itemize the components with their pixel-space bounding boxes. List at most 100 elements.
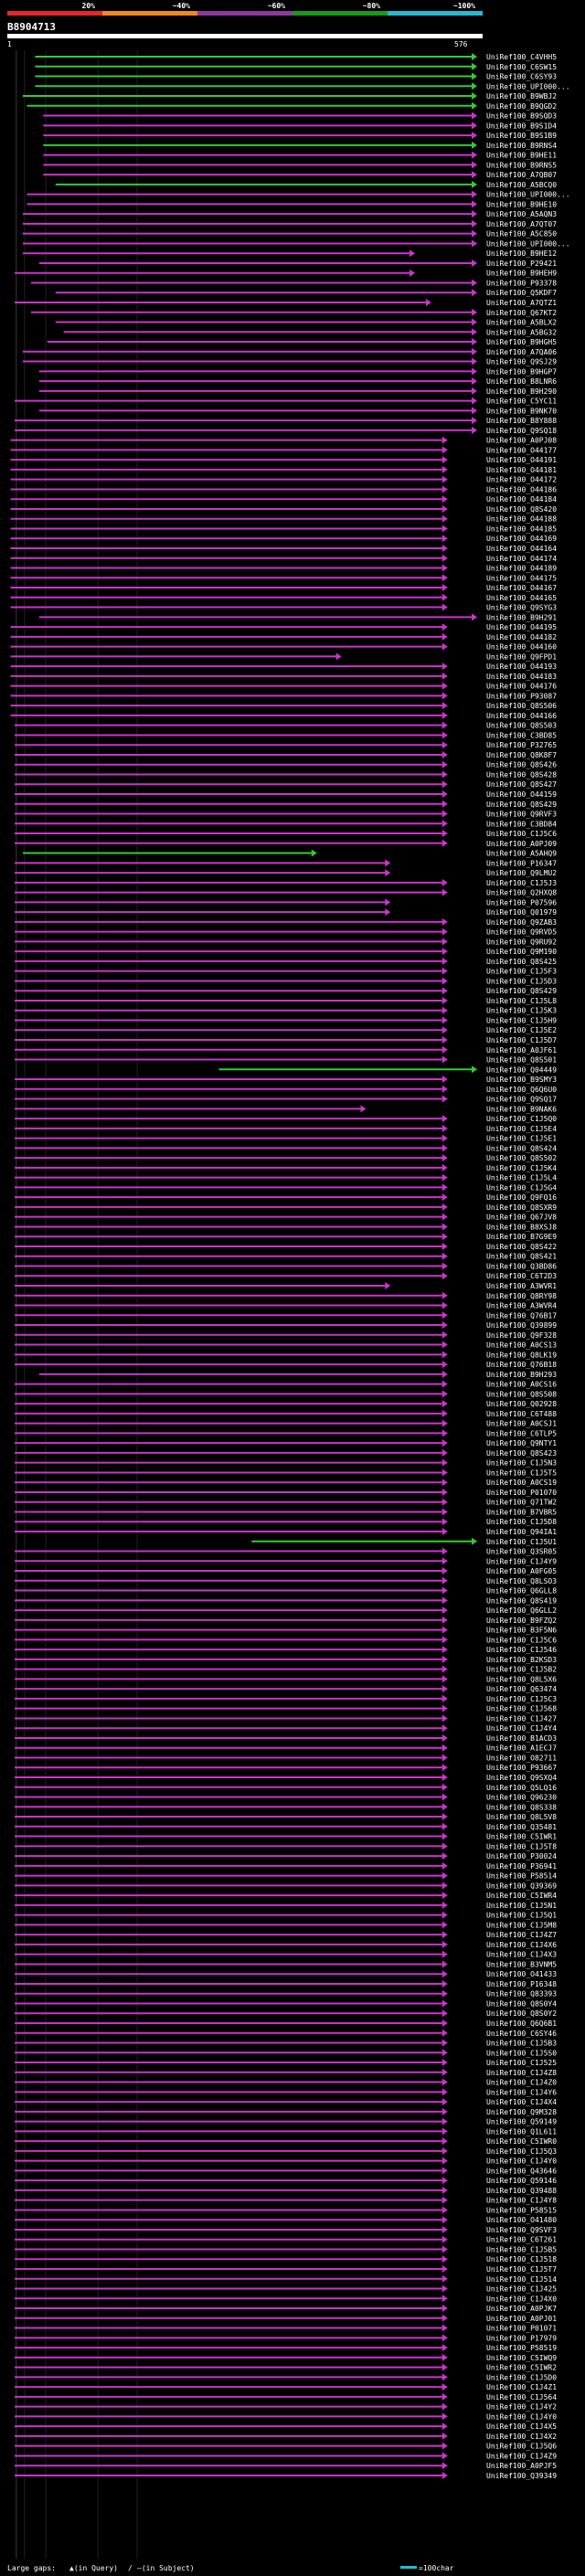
hit-label: UniRef100_A7QT07 bbox=[486, 220, 557, 228]
chart-footer: Large gaps: ▲(in Query) / —(in Subject) … bbox=[7, 2564, 454, 2572]
hit-row: UniRef100_B7G9E9 bbox=[15, 1233, 557, 1241]
hit-arrowhead bbox=[441, 790, 448, 798]
hit-label: UniRef100_Q83393 bbox=[486, 1990, 557, 1998]
hit-row: UniRef100_C1J4Y4 bbox=[15, 1724, 557, 1733]
hit-row: UniRef100_Q8S420 bbox=[10, 504, 557, 514]
hit-arrowhead bbox=[441, 1045, 448, 1054]
hit-label: UniRef100_B9NK70 bbox=[486, 407, 557, 415]
hit-arrowhead bbox=[472, 318, 477, 326]
hit-row: UniRef100_C1J5M8 bbox=[15, 1921, 557, 1929]
hit-label: UniRef100_O44172 bbox=[486, 476, 557, 484]
hit-arrowhead bbox=[441, 1330, 448, 1339]
scale-segment bbox=[102, 11, 197, 16]
hit-label: UniRef100_C1J4X4 bbox=[486, 2098, 557, 2106]
hit-arrowhead bbox=[441, 2068, 448, 2076]
hit-label: UniRef100_B9HE12 bbox=[486, 249, 557, 258]
pct-label: 20% bbox=[82, 2, 96, 10]
hit-arrowhead bbox=[441, 485, 448, 493]
hit-label: UniRef100_C1J5M8 bbox=[486, 1921, 557, 1929]
hit-label: UniRef100_P16348 bbox=[486, 1980, 557, 1988]
hit-arrowhead bbox=[441, 446, 448, 454]
hit-arrowhead bbox=[472, 338, 477, 346]
hit-label: UniRef100_Q6GLL2 bbox=[486, 1606, 557, 1615]
hit-label: UniRef100_O44175 bbox=[486, 574, 557, 582]
hit-row: UniRef100_P58515 bbox=[15, 2206, 557, 2214]
hit-arrowhead bbox=[472, 377, 477, 386]
hit-row: UniRef100_P30024 bbox=[15, 1852, 557, 1860]
hit-row: UniRef100_O44184 bbox=[10, 495, 557, 504]
hit-row: UniRef100_Q9M190 bbox=[15, 948, 557, 956]
hit-row: UniRef100_Q39349 bbox=[15, 2471, 557, 2480]
hit-label: UniRef100_C1J5C6 bbox=[486, 830, 557, 838]
hit-label: UniRef100_Q8S0Y4 bbox=[486, 1999, 557, 2008]
hit-row: UniRef100_Q59149 bbox=[15, 2117, 557, 2126]
hit-row: UniRef100_C1J5D7 bbox=[15, 1036, 557, 1044]
hit-label: UniRef100_Q8S508 bbox=[486, 1390, 557, 1398]
hit-arrowhead bbox=[441, 1291, 448, 1299]
hit-row: UniRef100_C6SW15 bbox=[35, 62, 557, 71]
hit-row: UniRef100_O44189 bbox=[10, 564, 557, 573]
hit-arrowhead bbox=[441, 436, 448, 444]
hit-row: UniRef100_B9S1D4 bbox=[43, 122, 557, 130]
hit-label: UniRef100_B7G9E9 bbox=[486, 1233, 557, 1241]
hit-label: UniRef100_C1J4Z1 bbox=[486, 2383, 557, 2391]
hit-row: UniRef100_C1J4Y0 bbox=[15, 2157, 557, 2166]
hit-row: UniRef100_C1J5D8 bbox=[15, 1518, 557, 1526]
hit-row: UniRef100_O44191 bbox=[10, 456, 557, 464]
hit-arrowhead bbox=[441, 888, 448, 896]
hit-label: UniRef100_C4VHH5 bbox=[486, 53, 557, 61]
hit-label: UniRef100_Q8L5V8 bbox=[486, 1813, 557, 1821]
hit-label: UniRef100_C1J5B2 bbox=[486, 1666, 557, 1674]
hit-arrowhead bbox=[441, 1361, 448, 1369]
legend-query: ▲(in Query) bbox=[69, 2564, 118, 2572]
hit-label: UniRef100_C1J4Z9 bbox=[486, 2452, 557, 2460]
hit-arrowhead bbox=[441, 2373, 448, 2381]
hit-label: UniRef100_C1J5D7 bbox=[486, 1036, 557, 1044]
hit-arrowhead bbox=[441, 1508, 448, 1516]
hit-row: UniRef100_O44193 bbox=[10, 663, 557, 671]
hit-arrowhead bbox=[441, 1311, 448, 1320]
hit-label: UniRef100_P17979 bbox=[486, 2334, 557, 2342]
hit-label: UniRef100_Q8S501 bbox=[486, 1056, 557, 1065]
hit-label: UniRef100_Q01979 bbox=[486, 908, 557, 917]
hit-arrowhead bbox=[441, 584, 448, 592]
hit-arrowhead bbox=[441, 545, 448, 552]
hit-arrowhead bbox=[441, 1124, 448, 1132]
hit-arrowhead bbox=[472, 53, 477, 60]
hit-arrowhead bbox=[472, 92, 477, 101]
hit-label: UniRef100_A5AHQ9 bbox=[486, 850, 557, 858]
hit-row: UniRef100_B9HE12 bbox=[22, 249, 557, 258]
hit-label: UniRef100_C6SW15 bbox=[486, 63, 557, 71]
hit-row: UniRef100_Q96230 bbox=[15, 1793, 557, 1802]
hit-row: UniRef100_C1J5Q3 bbox=[15, 2147, 557, 2156]
hit-label: UniRef100_C5IWR0 bbox=[486, 2137, 557, 2146]
hit-row: UniRef100_C1J568 bbox=[15, 1704, 557, 1713]
hit-label: UniRef100_C6T488 bbox=[486, 1410, 557, 1418]
hit-row: UniRef100_C1J5C6 bbox=[15, 1636, 557, 1644]
hit-arrowhead bbox=[441, 1783, 448, 1791]
hit-row: UniRef100_Q1L611 bbox=[15, 2127, 557, 2136]
hit-row: UniRef100_C1J4Y2 bbox=[15, 2402, 557, 2412]
hit-row: UniRef100_C3BD84 bbox=[15, 820, 557, 828]
hit-label: UniRef100_B9HE10 bbox=[486, 200, 557, 208]
hit-row: UniRef100_B9QGD2 bbox=[27, 101, 557, 111]
hit-label: UniRef100_Q9LMU2 bbox=[486, 869, 557, 877]
hit-label: UniRef100_A0PJF5 bbox=[486, 2462, 557, 2470]
hit-label: UniRef100_Q8S422 bbox=[486, 1243, 557, 1251]
hit-row: UniRef100_Q9RU92 bbox=[15, 938, 557, 946]
hit-label: UniRef100_O44185 bbox=[486, 525, 557, 533]
hit-row: UniRef100_Q02928 bbox=[15, 1400, 557, 1408]
hit-arrowhead bbox=[441, 1882, 448, 1890]
hit-label: UniRef100_Q9SQ18 bbox=[486, 427, 557, 435]
hit-label: UniRef100_C5IWR2 bbox=[486, 2364, 557, 2372]
hit-row: UniRef100_C1J4Y8 bbox=[15, 2196, 557, 2205]
hit-label: UniRef100_C1J525 bbox=[486, 2059, 557, 2067]
hit-arrowhead bbox=[441, 1448, 448, 1457]
hit-label: UniRef100_A5BG32 bbox=[486, 328, 557, 336]
hit-label: UniRef100_C1J518 bbox=[486, 2255, 557, 2263]
hit-label: UniRef100_C1J4Y0 bbox=[486, 2412, 557, 2421]
hit-arrowhead bbox=[441, 1518, 448, 1526]
hit-label: UniRef100_C1J5K4 bbox=[486, 1164, 557, 1172]
hit-row: UniRef100_C1J5J3 bbox=[15, 878, 557, 887]
hit-row: UniRef100_Q8S423 bbox=[15, 1448, 557, 1458]
